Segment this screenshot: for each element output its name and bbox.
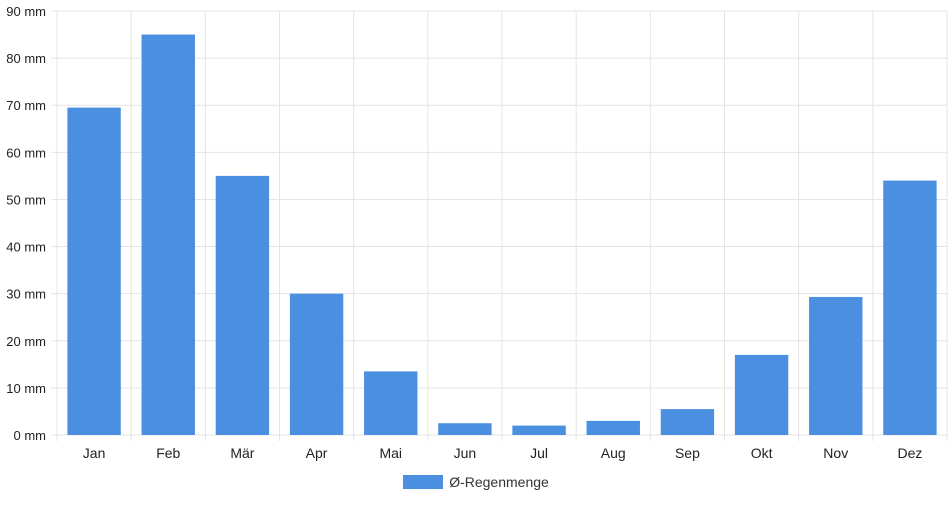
bar-aug [586, 420, 640, 435]
x-tick-label: Feb [156, 445, 180, 461]
x-tick-label: Jun [454, 445, 477, 461]
x-tick-label: Mär [230, 445, 254, 461]
bar-okt [734, 354, 789, 435]
y-tick-label: 90 mm [6, 4, 46, 19]
bar-apr [289, 293, 344, 435]
y-tick-label: 60 mm [6, 145, 46, 160]
axes: 0 mm 10 mm 20 mm 30 mm 40 mm 50 mm 60 mm 70 mm 8… [6, 4, 922, 461]
bar-mär [215, 175, 270, 435]
y-tick-label: 80 mm [6, 51, 46, 66]
bar-dez [883, 180, 937, 435]
bar-sep [660, 409, 715, 435]
bars [67, 34, 937, 436]
x-tick-label: Jan [83, 445, 106, 461]
y-tick-label: 0 mm [14, 428, 47, 443]
y-tick-label: 40 mm [6, 240, 46, 255]
bar-feb [141, 34, 195, 436]
x-tick-label: Jul [530, 445, 548, 461]
bar-jun [438, 423, 492, 435]
x-tick-label: Dez [897, 445, 922, 461]
bar-jan [67, 107, 121, 436]
x-tick-label: Apr [306, 445, 328, 461]
y-tick-label: 10 mm [6, 381, 46, 396]
bar-jul [512, 425, 566, 435]
y-tick-label: 30 mm [6, 287, 46, 302]
x-tick-label: Nov [823, 445, 848, 461]
grid [51, 10, 948, 441]
legend[interactable]: Ø-Regenmenge [0, 472, 952, 492]
legend-swatch [403, 475, 444, 489]
legend-label: Ø-Regenmenge [449, 474, 549, 490]
y-tick-label: 70 mm [6, 98, 46, 113]
x-tick-label: Mai [379, 445, 402, 461]
bar-mai [364, 371, 418, 435]
x-tick-label: Sep [675, 445, 700, 461]
y-tick-label: 50 mm [6, 192, 46, 207]
x-tick-label: Aug [601, 445, 626, 461]
x-tick-label: Okt [751, 445, 773, 461]
bar-nov [809, 296, 863, 435]
y-tick-label: 20 mm [6, 334, 46, 349]
